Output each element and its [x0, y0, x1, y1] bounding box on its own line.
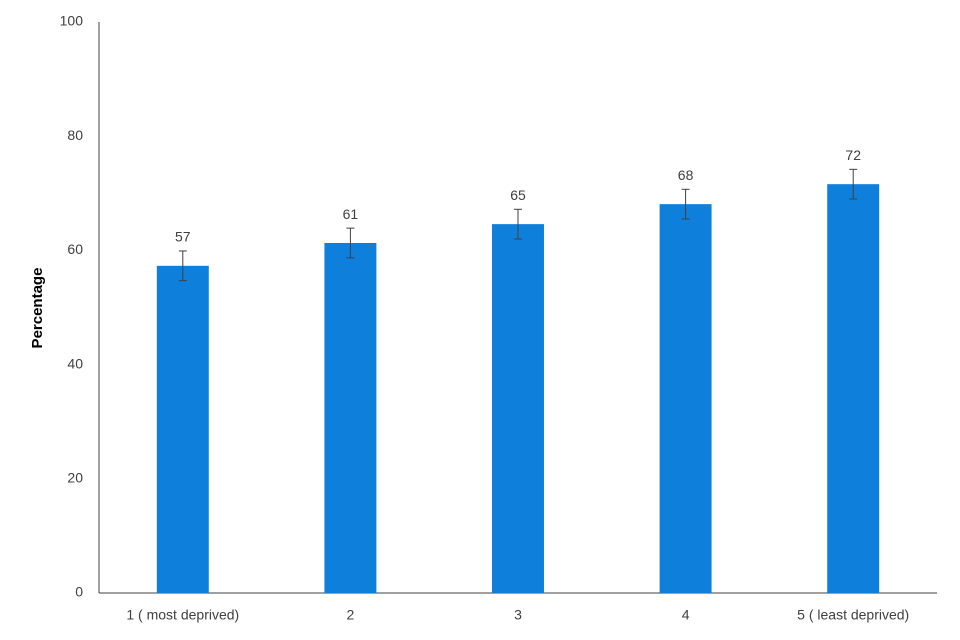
error-bar [346, 227, 355, 259]
data-label: 57 [175, 229, 191, 245]
y-tick-label: 80 [67, 127, 83, 143]
error-bar [178, 250, 187, 282]
bar [659, 204, 712, 594]
error-bar [681, 188, 690, 220]
bar [324, 242, 377, 594]
data-label: 68 [678, 167, 694, 183]
y-tick-label: 0 [75, 584, 83, 600]
y-tick-label: 60 [67, 241, 83, 257]
bar [827, 184, 880, 593]
y-tick-label: 20 [67, 470, 83, 486]
x-tick-label: 1 ( most deprived) [126, 607, 239, 623]
data-label: 61 [343, 206, 359, 222]
y-axis-label: Percentage [29, 268, 46, 349]
y-tick-label: 40 [67, 355, 83, 371]
data-label: 72 [845, 147, 861, 163]
x-tick-label: 2 [347, 607, 355, 623]
error-bar [514, 208, 522, 240]
bar [492, 224, 544, 593]
data-label: 65 [510, 187, 526, 203]
x-tick-label: 3 [514, 607, 522, 623]
error-bar [849, 168, 858, 200]
x-tick-label: 5 ( least deprived) [797, 607, 909, 623]
x-tick-label: 4 [682, 607, 690, 623]
y-tick-label: 100 [60, 13, 84, 29]
bar [156, 265, 209, 593]
